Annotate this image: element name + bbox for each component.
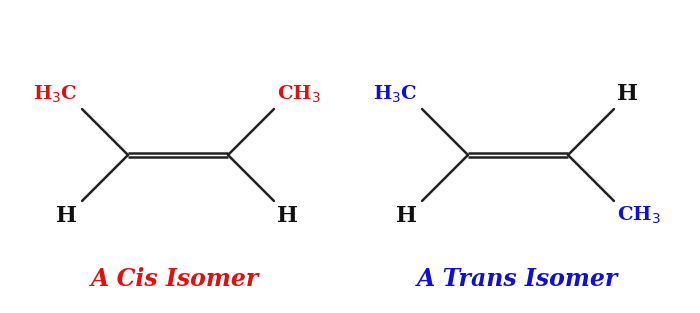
Text: H: H (617, 83, 638, 105)
Text: H: H (56, 205, 77, 227)
Text: A Trans Isomer: A Trans Isomer (417, 267, 619, 291)
Text: CH$_3$: CH$_3$ (617, 205, 661, 226)
Text: H$_3$C: H$_3$C (33, 84, 77, 105)
Text: CH$_3$: CH$_3$ (277, 84, 321, 105)
Text: A Cis Isomer: A Cis Isomer (91, 267, 259, 291)
Text: H: H (396, 205, 417, 227)
Text: H: H (277, 205, 298, 227)
Text: H$_3$C: H$_3$C (372, 84, 417, 105)
